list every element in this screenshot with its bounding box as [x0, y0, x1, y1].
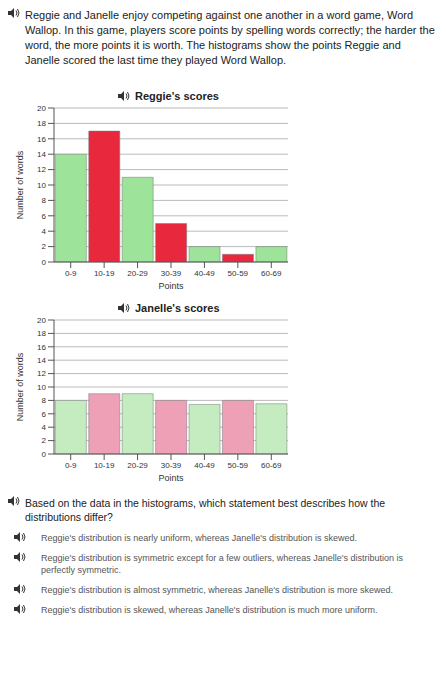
svg-text:8: 8 [42, 396, 47, 405]
svg-text:40-49: 40-49 [194, 461, 215, 470]
svg-text:50-59: 50-59 [228, 461, 249, 470]
svg-text:Points: Points [158, 281, 184, 291]
svg-text:4: 4 [42, 227, 47, 236]
svg-text:14: 14 [37, 150, 46, 159]
svg-text:10: 10 [37, 181, 46, 190]
svg-text:Number of words: Number of words [15, 352, 25, 421]
svg-text:14: 14 [37, 356, 46, 365]
svg-text:30-39: 30-39 [161, 461, 182, 470]
svg-text:4: 4 [42, 423, 47, 432]
svg-text:12: 12 [37, 369, 46, 378]
svg-text:20-29: 20-29 [127, 269, 148, 278]
html-text:Reggie's distribution is skewe: Reggie's distribution is skewed, whereas… [41, 605, 378, 615]
svg-text:10-19: 10-19 [94, 269, 115, 278]
svg-text:8: 8 [42, 196, 47, 205]
svg-text:60-69: 60-69 [261, 461, 282, 470]
svg-text:50-59: 50-59 [228, 269, 249, 278]
svg-text:16: 16 [37, 343, 46, 352]
svg-text:0-9: 0-9 [65, 461, 77, 470]
html-text:Reggie's scores: Reggie's scores [135, 90, 219, 102]
svg-text:6: 6 [42, 212, 47, 221]
svg-text:0-9: 0-9 [65, 269, 77, 278]
svg-text:Points: Points [158, 473, 184, 483]
html-text:Reggie's distribution is almos: Reggie's distribution is almost symmetri… [41, 585, 394, 595]
svg-text:20: 20 [37, 316, 46, 325]
svg-text:20: 20 [37, 104, 46, 113]
html-text:Reggie and Janelle enjoy compe: Reggie and Janelle enjoy competing again… [25, 9, 435, 66]
svg-text:2: 2 [42, 242, 47, 251]
svg-text:40-49: 40-49 [194, 269, 215, 278]
html-text:Reggie's distribution is symme: Reggie's distribution is symmetric excep… [41, 553, 404, 575]
html-text:Reggie's distribution is nearl: Reggie's distribution is nearly uniform,… [41, 533, 358, 543]
svg-text:0: 0 [42, 258, 47, 267]
svg-text:30-39: 30-39 [161, 269, 182, 278]
html-text:Janelle's scores: Janelle's scores [135, 302, 220, 314]
html-text:Based on the data in the histo: Based on the data in the histograms, whi… [25, 497, 386, 523]
svg-text:Number of words: Number of words [15, 150, 25, 219]
svg-text:16: 16 [37, 135, 46, 144]
svg-text:6: 6 [42, 410, 47, 419]
svg-text:10-19: 10-19 [94, 461, 115, 470]
svg-text:60-69: 60-69 [261, 269, 282, 278]
svg-text:0: 0 [42, 450, 47, 459]
svg-text:12: 12 [37, 165, 46, 174]
svg-text:18: 18 [37, 119, 46, 128]
svg-text:2: 2 [42, 436, 47, 445]
svg-text:10: 10 [37, 383, 46, 392]
svg-text:18: 18 [37, 329, 46, 338]
svg-text:20-29: 20-29 [127, 461, 148, 470]
